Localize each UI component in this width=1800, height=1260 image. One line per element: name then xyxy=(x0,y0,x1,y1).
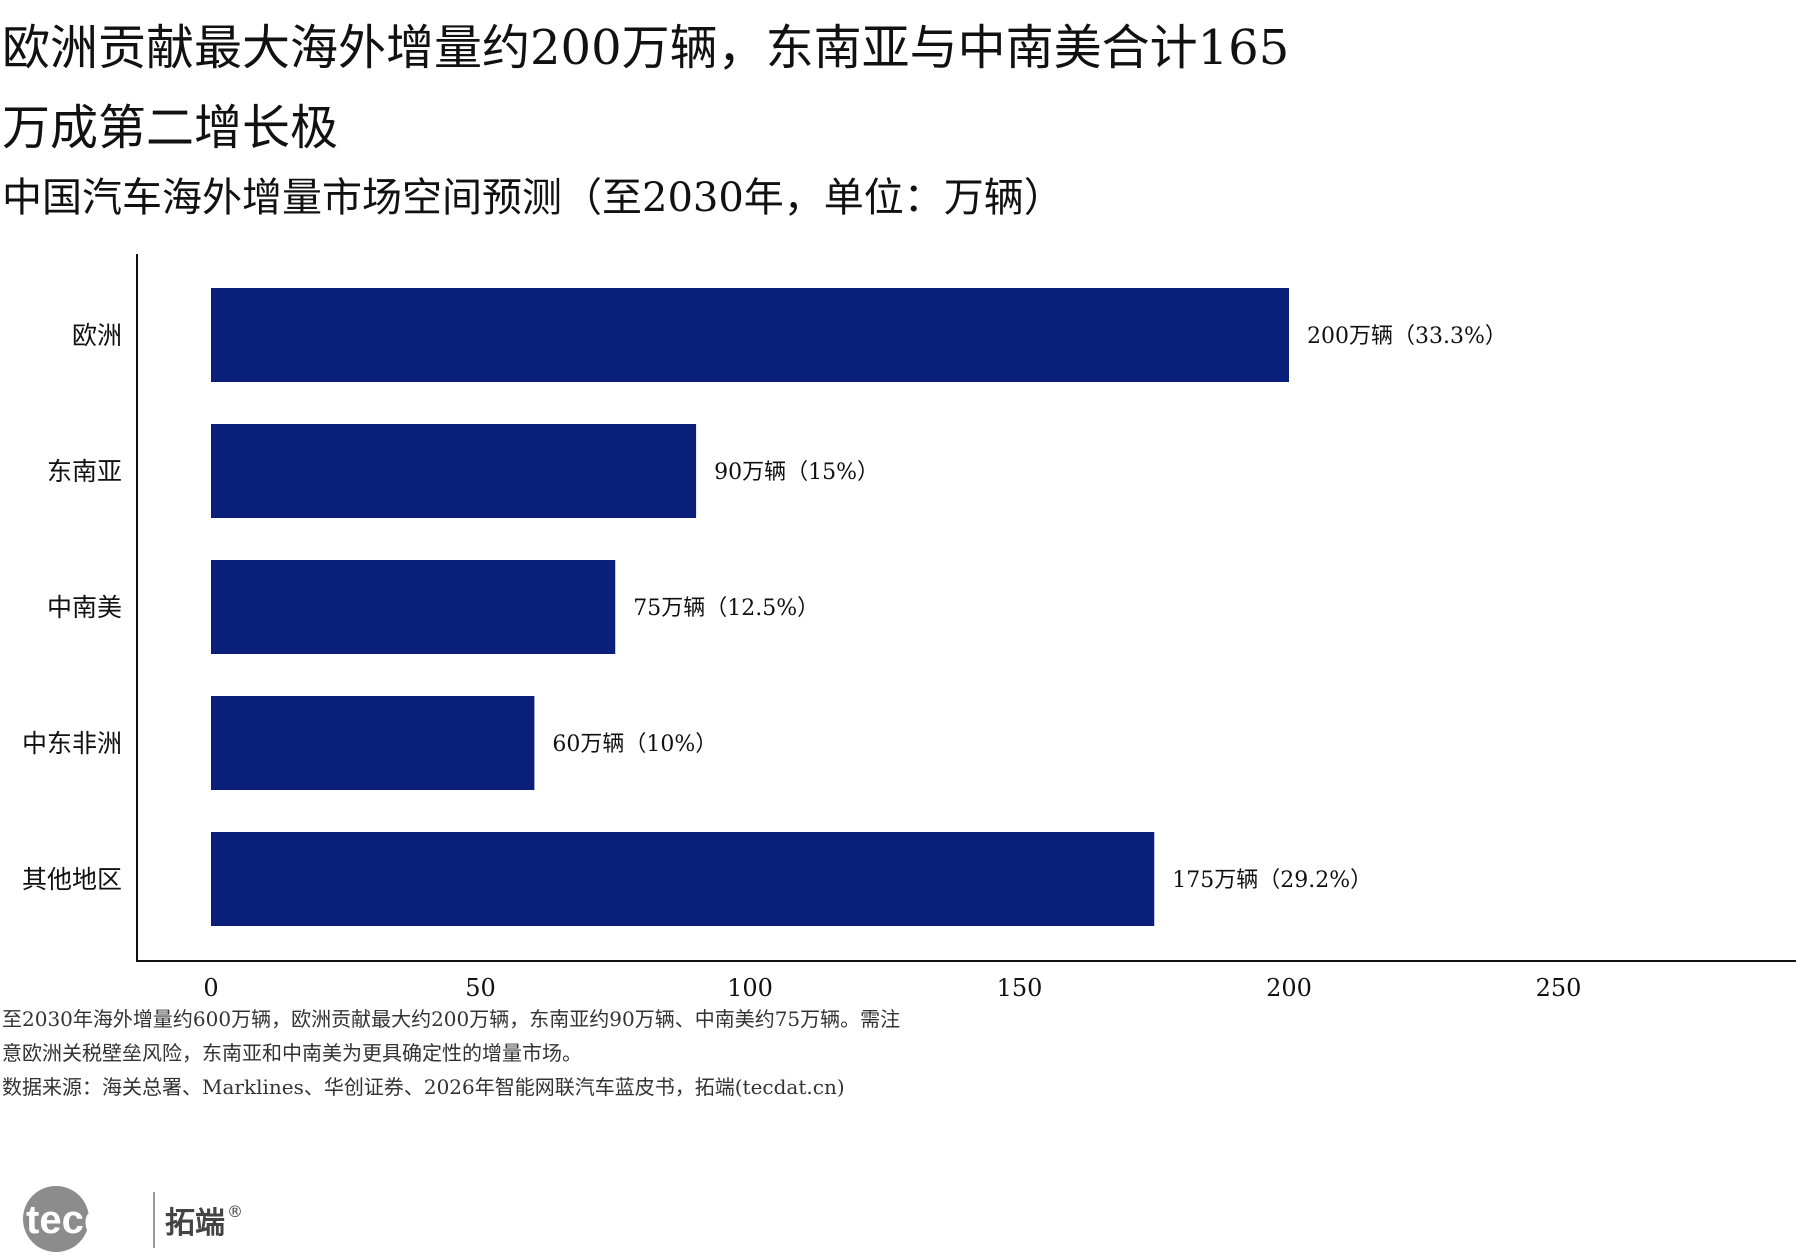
chart-note: 至2030年海外增量约600万辆，欧洲贡献最大约200万辆，东南亚约90万辆、中… xyxy=(2,1007,901,1065)
data-label: 60万辆（10%） xyxy=(552,732,717,757)
x-tick-label: 100 xyxy=(727,974,773,1002)
category-label: 其他地区 xyxy=(22,865,122,894)
x-tick-label: 200 xyxy=(1266,974,1312,1002)
logo-text-en: tecdat xyxy=(26,1198,144,1242)
bar-3 xyxy=(211,560,616,654)
bar-chart: 欧洲 200万辆（33.3%） 东南亚 90万辆（15%） 中南美 75万辆（12.5%）… xyxy=(22,254,1796,1002)
logo-registered-mark: ® xyxy=(227,1202,243,1221)
data-label: 90万辆（15%） xyxy=(714,460,879,485)
x-tick-label: 50 xyxy=(465,974,496,1002)
data-label: 200万辆（33.3%） xyxy=(1307,324,1507,349)
bar-5 xyxy=(211,832,1155,926)
bar-1 xyxy=(211,288,1289,382)
category-label: 欧洲 xyxy=(72,321,122,350)
x-tick-label: 250 xyxy=(1536,974,1582,1002)
category-label: 中东非洲 xyxy=(22,729,122,758)
x-tick-label: 150 xyxy=(997,974,1043,1002)
category-label: 东南亚 xyxy=(47,457,122,486)
logo-text-cn: 拓端 xyxy=(165,1206,225,1241)
data-label: 175万辆（29.2%） xyxy=(1172,868,1372,893)
category-label: 中南美 xyxy=(47,593,122,622)
chart-title: 欧洲贡献最大海外增量约200万辆，东南亚与中南美合计165万成第二增长极 xyxy=(2,20,1290,156)
data-label: 75万辆（12.5%） xyxy=(633,596,819,621)
chart-subtitle: 中国汽车海外增量市场空间预测（至2030年，单位：万辆） xyxy=(2,175,1064,221)
bar-2 xyxy=(211,424,697,518)
tecdat-logo: tecdat 拓端 ® xyxy=(23,1186,243,1252)
data-source: 数据来源：海关总署、Marklines、华创证券、2026年智能网联汽车蓝皮书，… xyxy=(2,1075,845,1099)
logo-circle xyxy=(23,1186,89,1252)
x-tick-label: 0 xyxy=(203,974,218,1002)
bar-4 xyxy=(211,696,535,790)
